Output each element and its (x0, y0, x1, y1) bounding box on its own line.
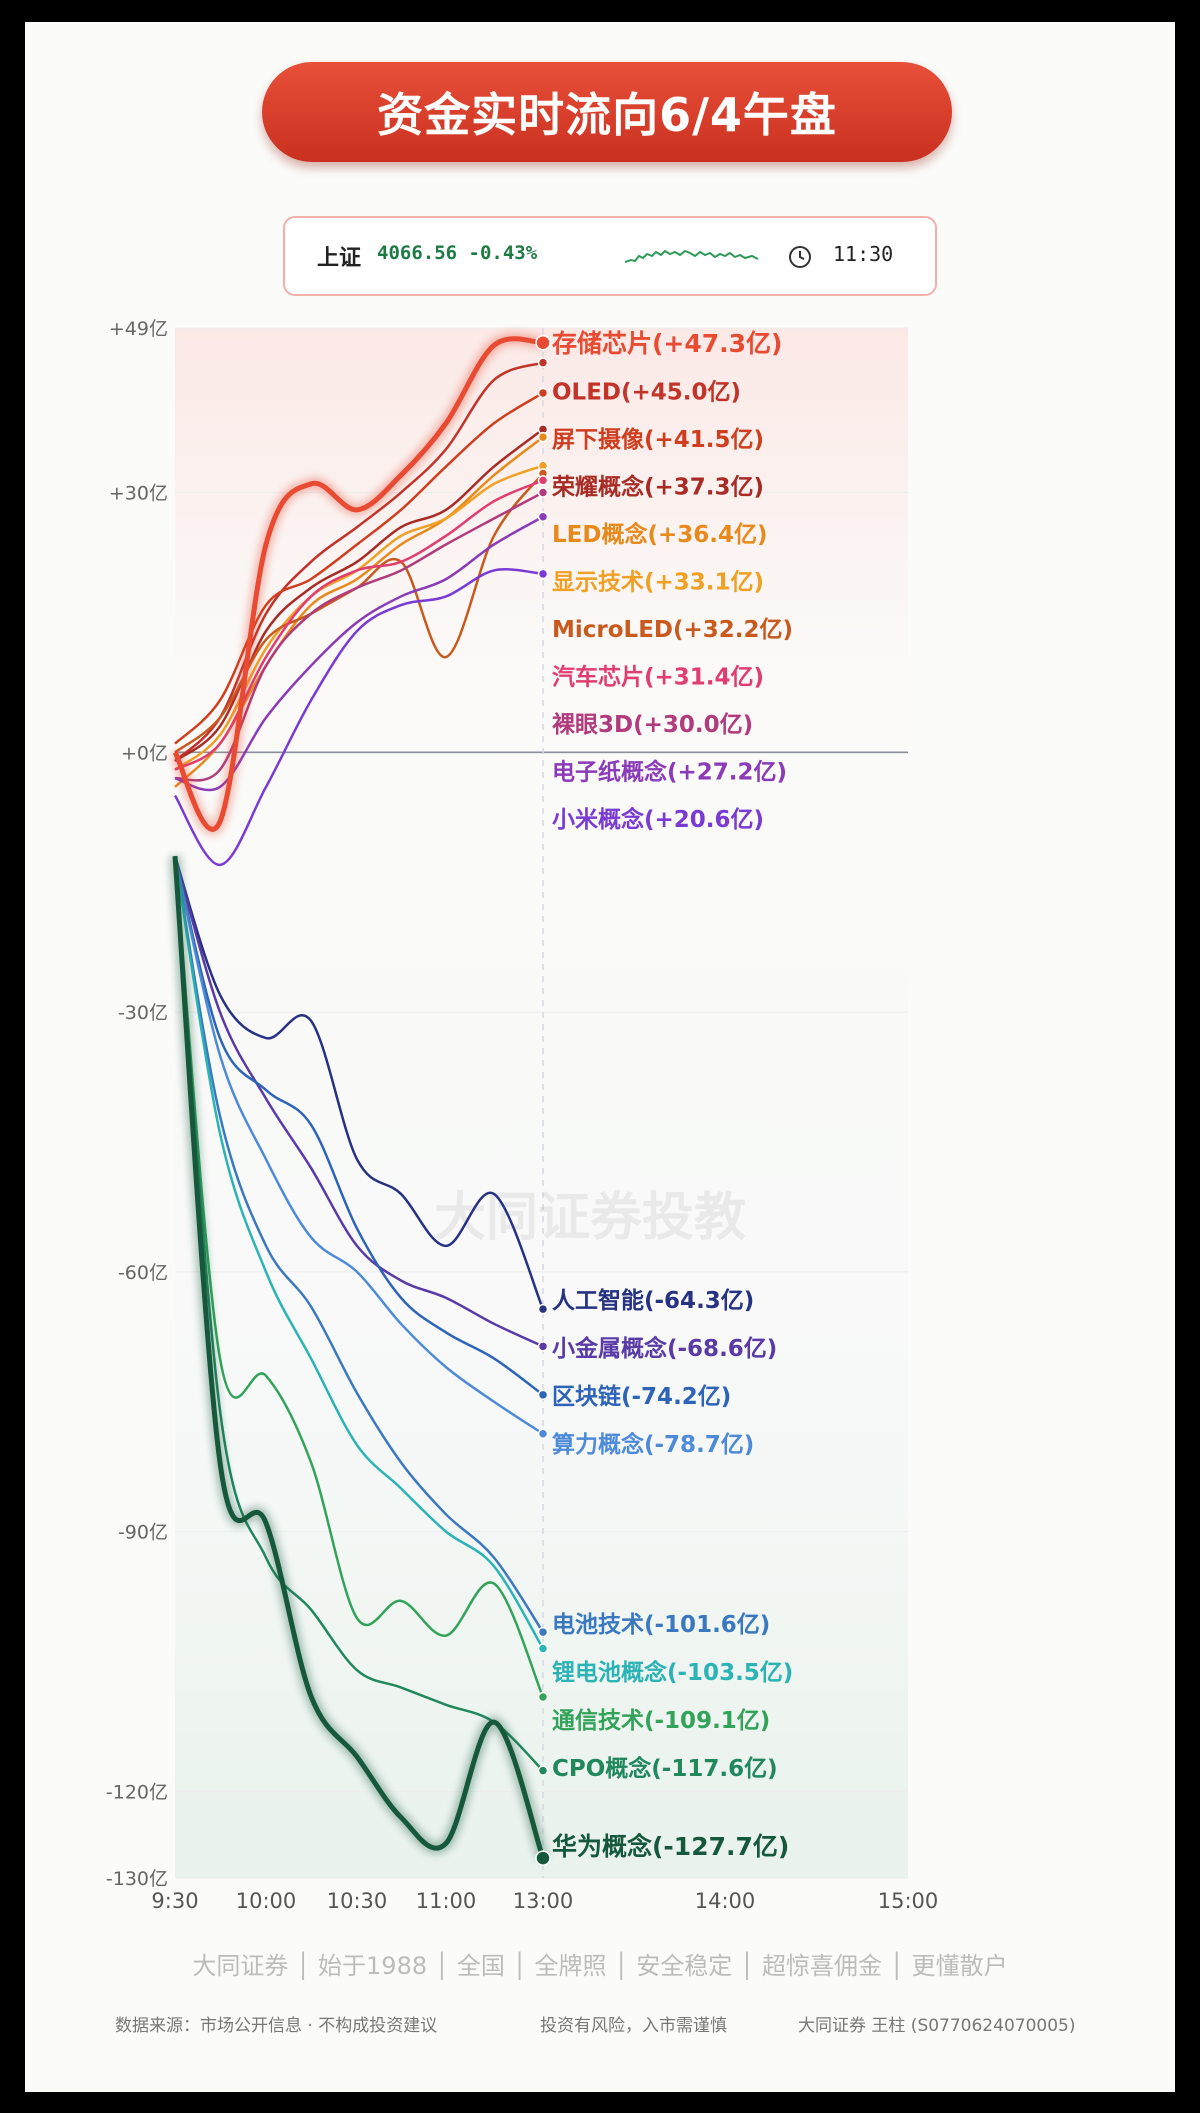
series-endpoint (537, 1643, 549, 1654)
sparkline-icon (625, 249, 759, 263)
y-tick-label: -130亿 (106, 1868, 168, 1890)
y-tick-label: +30亿 (109, 483, 168, 505)
y-tick-label: -90亿 (118, 1522, 168, 1544)
series-line (174, 391, 544, 745)
series-end-label: 算力概念(-78.7亿) (552, 1431, 754, 1458)
series-endpoint (537, 487, 549, 498)
clock-icon (789, 246, 811, 268)
series-line (173, 855, 544, 1435)
series-end-label: 小米概念(+20.6亿) (552, 806, 764, 833)
footer-source: 数据来源：市场公开信息 · 不构成投资建议 (115, 2016, 438, 2036)
series-endpoint (537, 1626, 549, 1638)
x-tick-label: 10:00 (236, 1889, 297, 1913)
y-tick-label: -60亿 (118, 1262, 168, 1284)
index-name: 上证 (317, 246, 362, 271)
series-line (172, 336, 544, 832)
series-end-label: 屏下摄像(+41.5亿) (552, 426, 764, 453)
series-line (174, 361, 544, 762)
series-endpoint (537, 1691, 549, 1703)
series-line (173, 856, 545, 1650)
series-endpoint (537, 1341, 549, 1352)
series-end-label: 电子纸概念(+27.2亿) (552, 759, 787, 786)
series-line (173, 856, 545, 1698)
series-end-label: 荣耀概念(+37.3亿) (551, 474, 764, 501)
y-tick-label: -30亿 (118, 1002, 168, 1024)
series-end-label: 区块链(-74.2亿) (552, 1383, 731, 1410)
series-endpoint (537, 1303, 549, 1315)
x-tick-label: 15:00 (878, 1889, 939, 1913)
page-title: 资金实时流向6/4午盘 (377, 88, 837, 142)
x-tick-label: 14:00 (695, 1889, 756, 1913)
series-endpoint (537, 1428, 549, 1440)
y-tick-label: +49亿 (109, 318, 168, 340)
watermark: 大同证券投教 (434, 1188, 746, 1248)
index-value: 4066.56 -0.43% (377, 242, 538, 264)
series-endpoint (537, 431, 549, 443)
series-endpoint (537, 475, 549, 486)
series-line (173, 855, 545, 1633)
ticker-time: 11:30 (833, 242, 894, 266)
series-endpoint (535, 334, 551, 351)
series-end-label: 锂电池概念(-103.5亿) (552, 1659, 793, 1686)
x-tick-label: 9:30 (151, 1889, 198, 1913)
series-end-label: CPO概念(-117.6亿) (552, 1755, 778, 1782)
series-end-label: LED概念(+36.4亿) (552, 521, 768, 548)
series-end-label: 存储芯片(+47.3亿) (552, 329, 782, 358)
series-endpoint (535, 1850, 551, 1866)
series-endpoint (537, 387, 549, 399)
series-end-label: 裸眼3D(+30.0亿) (552, 711, 753, 738)
series-endpoint (537, 1765, 549, 1776)
series-endpoint (537, 511, 549, 523)
footer-advisor: 大同证券 王柱 (S0770624070005) (798, 2016, 1076, 2036)
series-line (173, 855, 544, 1348)
x-tick-label: 13:00 (513, 1889, 574, 1913)
series-line (174, 428, 544, 762)
series-endpoint (537, 1389, 549, 1401)
series-end-label: 显示技术(+33.1亿) (552, 570, 764, 596)
series-end-label: 汽车芯片(+31.4亿) (552, 664, 764, 691)
series-line (173, 568, 544, 867)
series-line (172, 856, 546, 1859)
series-end-label: 人工智能(-64.3亿) (552, 1287, 754, 1314)
series-line (173, 855, 545, 1310)
footer-risk: 投资有风险，入市需谨慎 (540, 2016, 727, 2036)
series-endpoint (537, 568, 549, 580)
series-end-label: 电池技术(-101.6亿) (552, 1612, 770, 1638)
series-end-label: OLED(+45.0亿) (552, 380, 741, 406)
series-end-label: 华为概念(-127.7亿) (552, 1832, 789, 1861)
x-tick-label: 11:00 (416, 1889, 477, 1913)
y-tick-label: +0亿 (121, 742, 168, 764)
series-line (173, 855, 544, 1396)
series-end-label: 通信技术(-109.1亿) (552, 1707, 770, 1734)
x-tick-label: 10:30 (327, 1889, 388, 1913)
footer-slogan: 大同证券 │ 始于1988 │ 全国 │ 全牌照 │ 安全稳定 │ 超惊喜佣金 … (192, 1952, 1008, 1980)
series-endpoint (537, 357, 549, 368)
series-end-label: MicroLED(+32.2亿) (552, 617, 793, 643)
title-banner: 资金实时流向6/4午盘 (262, 62, 952, 162)
index-ticker: 上证 4066.56 -0.43% 11:30 (283, 216, 937, 296)
series-end-label: 小金属概念(-68.6亿) (552, 1335, 777, 1362)
y-tick-label: -120亿 (106, 1781, 168, 1803)
